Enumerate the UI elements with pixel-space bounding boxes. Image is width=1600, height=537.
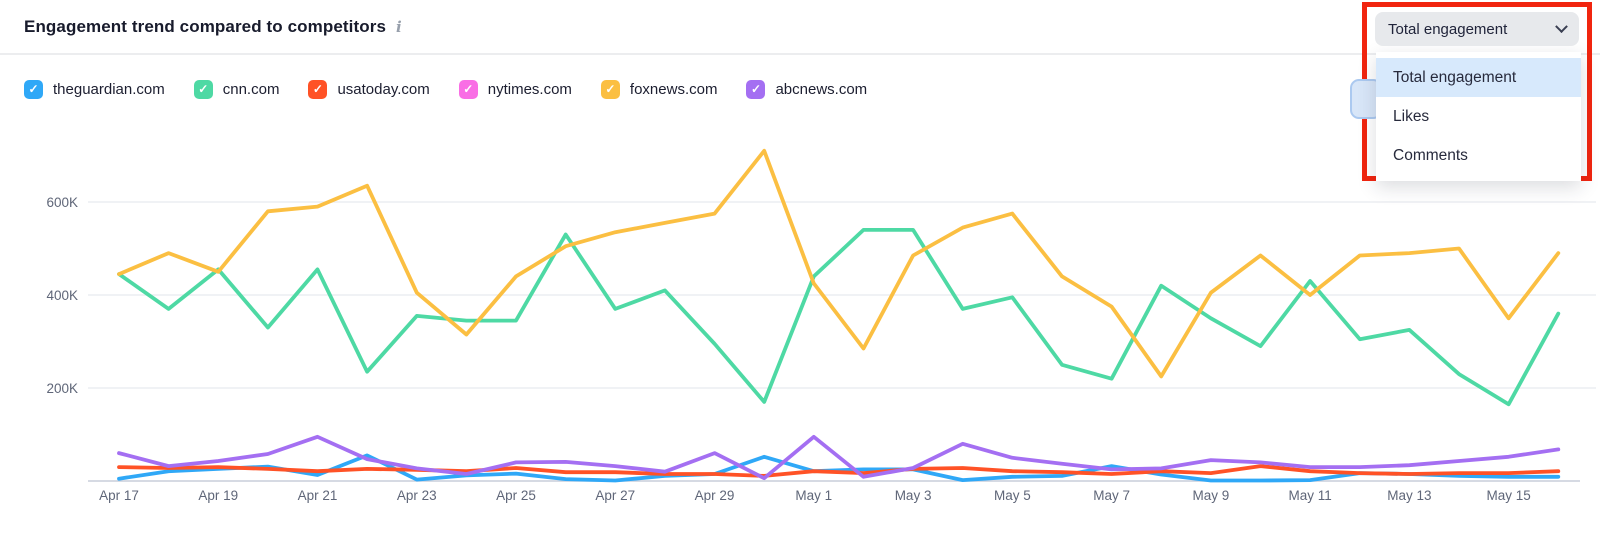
dropdown-option-likes[interactable]: Likes — [1393, 107, 1430, 125]
line-usatoday-com — [117, 464, 1561, 478]
metric-dropdown-menu: Total engagement Likes Comments — [1376, 52, 1581, 181]
checkbox-checked-icon[interactable]: ✓ — [24, 79, 43, 99]
legend-label: foxnews.com — [629, 80, 718, 98]
metric-dropdown-button[interactable]: Total engagement — [1375, 12, 1579, 46]
checkbox-checked-icon[interactable]: ✓ — [458, 79, 478, 99]
legend-item-foxnews-com[interactable]: ✓ foxnews.com — [600, 79, 718, 99]
x-axis-label-May-7: May 7 — [1093, 488, 1130, 503]
x-axis-label-Apr-21: Apr 21 — [298, 488, 338, 503]
legend-label: usatoday.com — [337, 80, 430, 98]
metric-dropdown-value: Total engagement — [1388, 20, 1508, 38]
info-icon[interactable]: i — [396, 17, 402, 36]
x-axis-label-May-1: May 1 — [795, 488, 832, 503]
checkbox-checked-icon[interactable]: ✓ — [746, 79, 766, 99]
legend-label: theguardian.com — [53, 80, 165, 98]
checkbox-checked-icon[interactable]: ✓ — [600, 79, 620, 99]
legend-item-nytimes-com[interactable]: ✓ nytimes.com — [458, 79, 572, 99]
y-axis-label-600K: 600K — [46, 195, 78, 210]
legend-item-usatoday-com[interactable]: ✓ usatoday.com — [308, 79, 430, 99]
x-axis-label-May-13: May 13 — [1387, 488, 1431, 503]
y-axis-label-400K: 400K — [46, 288, 78, 303]
checkbox-checked-icon[interactable]: ✓ — [308, 79, 328, 99]
page-title: Engagement trend compared to competitors — [24, 16, 386, 36]
line-foxnews-com — [117, 148, 1561, 379]
legend-label: nytimes.com — [487, 80, 572, 98]
checkbox-checked-icon[interactable]: ✓ — [193, 79, 213, 99]
dropdown-option-comments[interactable]: Comments — [1393, 146, 1468, 164]
chevron-down-icon — [1555, 19, 1568, 33]
legend-label: cnn.com — [222, 80, 280, 98]
x-axis-label-May-5: May 5 — [994, 488, 1031, 503]
x-axis-label-May-11: May 11 — [1288, 488, 1331, 503]
legend-item-theguardian-com[interactable]: ✓ theguardian.com — [24, 79, 165, 99]
x-axis-label-Apr-25: Apr 25 — [496, 488, 536, 503]
x-axis-label-Apr-19: Apr 19 — [198, 488, 238, 503]
legend-item-cnn-com[interactable]: ✓ cnn.com — [193, 79, 280, 99]
line-abcnews-com — [117, 434, 1561, 481]
y-axis-label-200K: 200K — [46, 381, 78, 396]
x-axis-label-Apr-29: Apr 29 — [695, 488, 735, 503]
x-axis-label-May-9: May 9 — [1192, 488, 1229, 503]
dropdown-option-total-engagement[interactable]: Total engagement — [1376, 58, 1581, 97]
legend-label: abcnews.com — [775, 80, 868, 98]
x-axis-label-May-3: May 3 — [895, 488, 932, 503]
annotation-highlight-box: Total engagement Total engagement Likes … — [1350, 2, 1592, 181]
x-axis-label-Apr-27: Apr 27 — [595, 488, 635, 503]
widget-header: Engagement trend compared to competitors… — [0, 0, 1600, 55]
legend-item-abcnews-com[interactable]: ✓ abcnews.com — [746, 79, 868, 99]
chart-legend: ✓ theguardian.com ✓ cnn.com ✓ usatoday.com ✓ ny… — [24, 76, 867, 102]
x-axis-label-May-15: May 15 — [1486, 488, 1530, 503]
x-axis-label-Apr-23: Apr 23 — [397, 488, 437, 503]
x-axis-label-Apr-17: Apr 17 — [99, 488, 139, 503]
